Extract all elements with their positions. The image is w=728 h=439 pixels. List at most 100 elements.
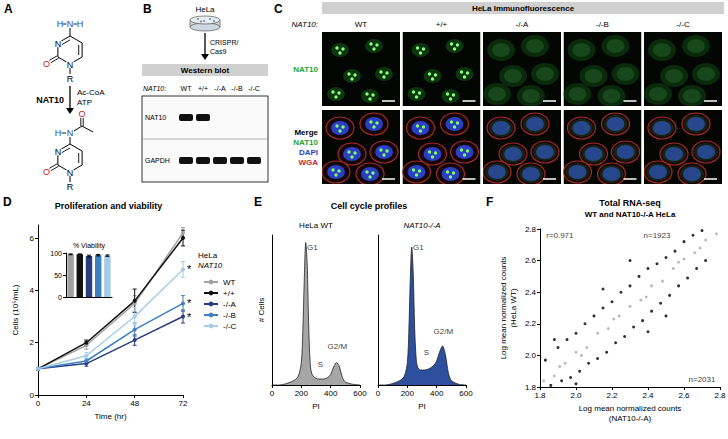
svg-text:Time (hr): Time (hr) bbox=[94, 412, 126, 421]
svg-text:N: N bbox=[55, 147, 62, 157]
svg-text:NAT10-/-A: NAT10-/-A bbox=[403, 221, 440, 230]
svg-text:WT and NAT10-/-A HeLa: WT and NAT10-/-A HeLa bbox=[585, 210, 676, 219]
svg-text:200: 200 bbox=[295, 389, 309, 398]
svg-text:O: O bbox=[43, 59, 50, 69]
svg-text:WT: WT bbox=[181, 85, 193, 92]
svg-text:48: 48 bbox=[130, 399, 139, 408]
svg-text:Cells (10⁵/mL): Cells (10⁵/mL) bbox=[11, 284, 20, 335]
svg-text:-/-A: -/-A bbox=[516, 20, 530, 29]
svg-text:E: E bbox=[254, 195, 262, 209]
svg-text:O: O bbox=[78, 109, 85, 119]
svg-text:Log mean normalized counts: Log mean normalized counts bbox=[499, 257, 508, 360]
svg-text:WT: WT bbox=[223, 278, 236, 287]
svg-text:24: 24 bbox=[82, 399, 91, 408]
svg-text:NAT10: NAT10 bbox=[293, 65, 318, 74]
svg-text:0: 0 bbox=[270, 389, 275, 398]
svg-text:(HeLa WT): (HeLa WT) bbox=[509, 288, 518, 327]
svg-text:-/-A: -/-A bbox=[223, 300, 237, 309]
svg-text:6: 6 bbox=[30, 234, 35, 243]
svg-text:G1: G1 bbox=[413, 243, 424, 252]
svg-text:600: 600 bbox=[353, 389, 367, 398]
svg-text:-/-C: -/-C bbox=[676, 20, 690, 29]
svg-text:200: 200 bbox=[401, 389, 415, 398]
svg-text:# Cells: # Cells bbox=[257, 298, 266, 322]
svg-text:HeLa Immunofluorescence: HeLa Immunofluorescence bbox=[472, 4, 575, 13]
svg-text:S: S bbox=[318, 360, 323, 369]
svg-text:H: H bbox=[77, 19, 84, 29]
svg-text:Log mean normalized counts: Log mean normalized counts bbox=[579, 404, 682, 413]
svg-text:-/-C: -/-C bbox=[223, 322, 237, 331]
svg-text:F: F bbox=[486, 195, 493, 209]
svg-text:O: O bbox=[43, 167, 50, 177]
svg-text:C: C bbox=[274, 2, 283, 16]
svg-text:Proliferation and viability: Proliferation and viability bbox=[55, 201, 163, 211]
svg-text:NAT10: NAT10 bbox=[36, 95, 64, 105]
svg-text:-/-B: -/-B bbox=[223, 311, 236, 320]
svg-text:PI: PI bbox=[312, 402, 320, 411]
svg-text:R: R bbox=[67, 182, 74, 192]
svg-text:2.6: 2.6 bbox=[525, 256, 537, 265]
svg-text:-/-C: -/-C bbox=[248, 85, 260, 92]
svg-text:n=2031: n=2031 bbox=[689, 375, 716, 384]
svg-text:HeLa: HeLa bbox=[198, 251, 218, 260]
svg-text:NAT10: NAT10 bbox=[198, 261, 223, 270]
svg-text:400: 400 bbox=[324, 389, 338, 398]
svg-text:2.2: 2.2 bbox=[606, 391, 618, 400]
svg-text:*: * bbox=[187, 263, 192, 275]
svg-text:100: 100 bbox=[50, 250, 62, 257]
svg-text:R: R bbox=[67, 74, 74, 84]
svg-text:0: 0 bbox=[30, 391, 35, 400]
svg-text:2.2: 2.2 bbox=[525, 319, 537, 328]
svg-text:Cas9: Cas9 bbox=[210, 48, 226, 55]
svg-text:HeLa WT: HeLa WT bbox=[299, 221, 333, 230]
svg-text:Total RNA-seq: Total RNA-seq bbox=[599, 198, 660, 208]
svg-text:A: A bbox=[4, 2, 13, 16]
svg-text:NAT10: NAT10 bbox=[145, 114, 166, 121]
svg-text:N: N bbox=[67, 128, 74, 138]
svg-text:-/-B: -/-B bbox=[231, 85, 243, 92]
svg-text:72: 72 bbox=[179, 399, 188, 408]
svg-text:0: 0 bbox=[58, 294, 62, 301]
svg-text:G1: G1 bbox=[307, 243, 318, 252]
svg-text:ATP: ATP bbox=[77, 98, 92, 107]
svg-text:HeLa: HeLa bbox=[195, 5, 215, 14]
svg-text:Western blot: Western blot bbox=[181, 66, 230, 75]
svg-text:600: 600 bbox=[459, 389, 473, 398]
svg-text:*: * bbox=[187, 297, 192, 309]
svg-text:G2/M: G2/M bbox=[433, 327, 453, 336]
svg-text:0: 0 bbox=[376, 389, 381, 398]
svg-text:2.4: 2.4 bbox=[642, 391, 654, 400]
svg-text:CRISPR/: CRISPR/ bbox=[210, 39, 238, 46]
svg-text:DAPI: DAPI bbox=[299, 148, 318, 157]
svg-text:NAT10:: NAT10: bbox=[143, 85, 166, 92]
svg-text:2.4: 2.4 bbox=[525, 288, 537, 297]
svg-text:2.8: 2.8 bbox=[525, 225, 537, 234]
svg-text:H: H bbox=[57, 19, 64, 29]
svg-text:S: S bbox=[424, 348, 429, 357]
svg-text:+/+: +/+ bbox=[436, 20, 448, 29]
svg-text:2: 2 bbox=[30, 338, 35, 347]
svg-text:NAT10: NAT10 bbox=[293, 138, 318, 147]
svg-text:Cell cycle profiles: Cell cycle profiles bbox=[331, 201, 408, 211]
svg-text:2.6: 2.6 bbox=[678, 391, 690, 400]
svg-text:+/+: +/+ bbox=[223, 289, 235, 298]
svg-text:% Viability: % Viability bbox=[73, 242, 106, 250]
svg-text:GAPDH: GAPDH bbox=[145, 157, 170, 164]
svg-text:D: D bbox=[3, 195, 12, 209]
svg-text:*: * bbox=[187, 311, 192, 323]
svg-text:B: B bbox=[143, 2, 152, 16]
svg-text:N: N bbox=[55, 39, 62, 49]
svg-text:r=0.971: r=0.971 bbox=[546, 231, 574, 240]
svg-text:n=1923: n=1923 bbox=[644, 231, 671, 240]
svg-text:H: H bbox=[55, 128, 62, 138]
svg-text:Merge: Merge bbox=[294, 128, 318, 137]
svg-text:N: N bbox=[67, 19, 74, 29]
svg-text:(NAT10-/-A): (NAT10-/-A) bbox=[609, 414, 652, 423]
svg-text:4: 4 bbox=[30, 286, 35, 295]
svg-text:NAT10:: NAT10: bbox=[291, 20, 318, 29]
svg-text:+/+: +/+ bbox=[198, 85, 208, 92]
svg-text:2.0: 2.0 bbox=[525, 351, 537, 360]
svg-text:-/-A: -/-A bbox=[214, 85, 226, 92]
svg-text:G2/M: G2/M bbox=[327, 342, 347, 351]
svg-text:50: 50 bbox=[54, 272, 62, 279]
